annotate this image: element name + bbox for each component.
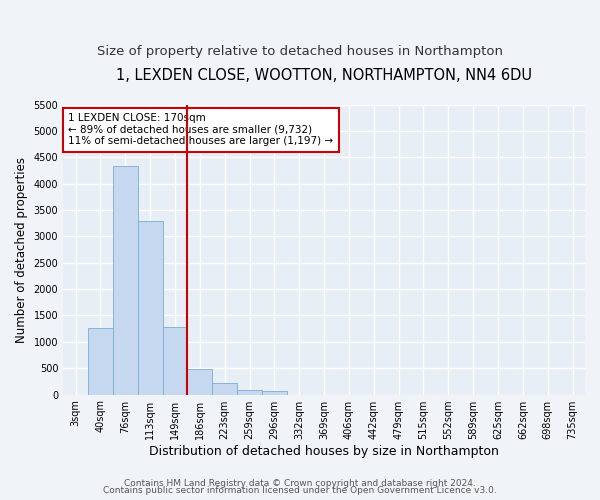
Title: 1, LEXDEN CLOSE, WOOTTON, NORTHAMPTON, NN4 6DU: 1, LEXDEN CLOSE, WOOTTON, NORTHAMPTON, N… [116,68,532,82]
Y-axis label: Number of detached properties: Number of detached properties [15,156,28,342]
Text: Contains HM Land Registry data © Crown copyright and database right 2024.: Contains HM Land Registry data © Crown c… [124,478,476,488]
Bar [262,392,287,394]
Bar [187,368,212,394]
Bar [212,383,237,394]
Bar [88,328,113,394]
X-axis label: Distribution of detached houses by size in Northampton: Distribution of detached houses by size … [149,444,499,458]
Text: Contains public sector information licensed under the Open Government Licence v3: Contains public sector information licen… [103,486,497,495]
Bar [138,220,163,394]
Bar [163,327,187,394]
Bar [113,166,138,394]
Text: Size of property relative to detached houses in Northampton: Size of property relative to detached ho… [97,45,503,58]
Bar [237,390,262,394]
Text: 1 LEXDEN CLOSE: 170sqm
← 89% of detached houses are smaller (9,732)
11% of semi-: 1 LEXDEN CLOSE: 170sqm ← 89% of detached… [68,113,334,146]
